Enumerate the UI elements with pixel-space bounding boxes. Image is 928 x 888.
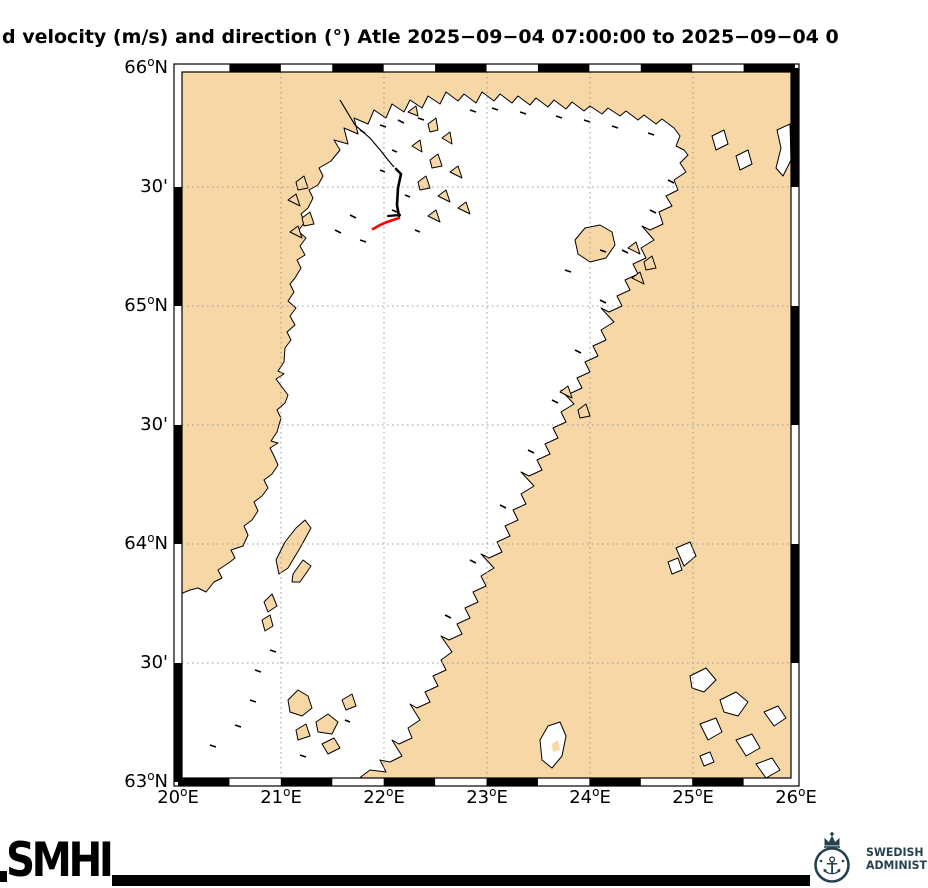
lon-label-24E: 24oE xyxy=(569,785,611,808)
smhi-logo: SMHI xyxy=(6,833,114,888)
anchor-icon: ⚓ xyxy=(821,852,843,880)
lon-label-22E: 22oE xyxy=(363,785,405,808)
map-frame xyxy=(173,63,800,787)
lon-label-26E: 26oE xyxy=(775,785,817,808)
track-line-red xyxy=(371,216,401,231)
lon-label-21E: 21oE xyxy=(260,785,302,808)
lat-label-6530: 30' xyxy=(140,176,168,197)
sea-polygon xyxy=(182,91,689,778)
maritime-administration-name: SWEDISH MARIT ADMINISTRATIO xyxy=(866,846,928,871)
lon-label-25E: 25oE xyxy=(672,785,714,808)
lakes xyxy=(539,123,791,778)
smhi-logo-square xyxy=(0,871,7,882)
islet-speck xyxy=(552,740,560,752)
lat-label-65N: 65oN xyxy=(124,293,168,316)
plot-title: d velocity (m/s) and direction (°) Atle … xyxy=(2,26,839,48)
coastal-spit-line xyxy=(339,99,395,168)
lon-label-20E: 20oE xyxy=(157,785,199,808)
smhi-logo-bar xyxy=(112,875,810,886)
lat-label-66N: 66oN xyxy=(124,55,168,78)
maritime-administration-emblem: ⚓ xyxy=(814,832,850,883)
lat-label-6430: 30' xyxy=(140,414,168,435)
skerries xyxy=(209,107,675,758)
lat-label-63N: 63oN xyxy=(124,769,168,792)
lat-label-64N: 64oN xyxy=(124,531,168,554)
maritime-name-line2: ADMINISTRATIO xyxy=(866,857,928,872)
lat-label-6330: 30' xyxy=(140,652,168,673)
graticule xyxy=(182,72,791,778)
track-line-black-tail xyxy=(386,213,402,218)
maritime-name-line1: SWEDISH MARIT xyxy=(866,845,928,859)
lon-label-23E: 23oE xyxy=(466,785,508,808)
track-line-black xyxy=(394,167,403,218)
